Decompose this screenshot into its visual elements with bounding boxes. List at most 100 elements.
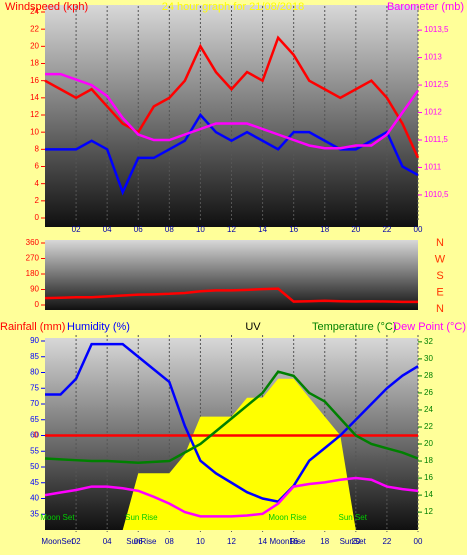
y-tick-label: 60	[30, 431, 39, 440]
compass-label: N	[436, 237, 444, 249]
y2-tick-label: 28	[424, 371, 433, 380]
x-tick-label: 08	[165, 225, 174, 234]
wind-label: Windspeed (kph)	[5, 1, 88, 13]
y-tick-label: 360	[26, 238, 40, 247]
x-tick-label: 14	[258, 537, 267, 546]
y-tick-label: 6	[35, 162, 40, 171]
compass-label: W	[435, 253, 446, 265]
y2-tick-label: 22	[424, 422, 433, 431]
series-line	[44, 35, 420, 159]
x-tick-label: 10	[196, 537, 205, 546]
y-tick-label: 85	[30, 352, 39, 361]
y2-tick-label: 12	[424, 507, 433, 516]
y2-tick-label: 16	[424, 473, 433, 482]
x-tick-label: 22	[382, 225, 391, 234]
event-tick-label: SunSet	[340, 537, 367, 546]
event-label: Sun Set	[338, 513, 367, 522]
y-tick-label: 180	[26, 269, 40, 278]
rain-tick-label: 0	[34, 431, 39, 440]
y2-tick-label: 1012,5	[424, 80, 449, 89]
x-tick-label: 16	[289, 537, 298, 546]
panel-direction	[45, 240, 418, 310]
series-line	[44, 370, 419, 464]
y-tick-label: 90	[30, 336, 39, 345]
x-tick-label: 00	[414, 225, 423, 234]
y-tick-label: 45	[30, 478, 39, 487]
barometer-label: Barometer (mb)	[387, 1, 464, 13]
y-tick-label: 90	[30, 285, 39, 294]
x-tick-label: 02	[72, 537, 81, 546]
y-tick-label: 50	[30, 462, 39, 471]
x-tick-label: 04	[103, 225, 112, 234]
y2-tick-label: 1011,5	[424, 135, 448, 144]
chart-title: 24 hour graph for 21/08/2018	[162, 1, 305, 13]
temperature-label: Temperature (°C)	[312, 321, 396, 333]
y-tick-label: 22	[30, 24, 39, 33]
y-tick-label: 18	[30, 59, 39, 68]
y2-tick-label: 18	[424, 456, 433, 465]
y-tick-label: 0	[35, 300, 40, 309]
series-line	[45, 72, 420, 150]
y-tick-label: 10	[30, 127, 39, 136]
y2-tick-label: 30	[424, 354, 433, 363]
y2-tick-label: 1013	[424, 53, 442, 62]
y-tick-label: 70	[30, 399, 39, 408]
y-tick-label: 8	[35, 144, 40, 153]
x-tick-label: 12	[227, 225, 236, 234]
y2-tick-label: 1012	[424, 108, 442, 117]
y-tick-label: 270	[26, 254, 40, 263]
compass-label: S	[436, 270, 443, 282]
event-tick-label: SunRise	[126, 537, 157, 546]
x-tick-label: 18	[320, 537, 329, 546]
series-line	[45, 342, 419, 504]
x-tick-label: 20	[351, 537, 360, 546]
y2-tick-label: 1013,5	[424, 25, 449, 34]
event-label: Moon Set	[40, 513, 75, 522]
x-tick-label: 00	[414, 537, 423, 546]
y-tick-label: 80	[30, 368, 39, 377]
x-tick-label: 12	[227, 537, 236, 546]
x-tick-label: 22	[382, 537, 391, 546]
y-tick-label: 24	[30, 7, 39, 16]
y2-tick-label: 24	[424, 405, 433, 414]
y-tick-label: 4	[35, 179, 40, 188]
y-tick-label: 20	[30, 41, 39, 50]
y-tick-label: 0	[35, 213, 40, 222]
y2-tick-label: 32	[424, 337, 433, 346]
y-tick-label: 14	[30, 93, 39, 102]
uv-area	[45, 378, 418, 530]
y-tick-label: 65	[30, 415, 39, 424]
event-tick-label: MoonRise	[269, 537, 306, 546]
x-tick-label: 06	[134, 537, 143, 546]
compass-label: E	[436, 286, 443, 298]
y-tick-label: 12	[30, 110, 39, 119]
series-line	[45, 112, 419, 196]
y-tick-label: 16	[30, 76, 39, 85]
x-tick-label: 16	[289, 225, 298, 234]
series-line	[44, 476, 419, 518]
dewpoint-label: Dew Point (°C)	[393, 321, 466, 333]
y2-tick-label: 26	[424, 388, 433, 397]
event-tick-label: MoonSet	[41, 537, 74, 546]
x-tick-label: 02	[72, 225, 81, 234]
y-tick-label: 35	[30, 509, 39, 518]
rain-label: Rainfall (mm)	[0, 321, 65, 333]
x-tick-label: 18	[320, 225, 329, 234]
y-tick-label: 55	[30, 446, 39, 455]
event-label: Sun Rise	[125, 513, 158, 522]
x-tick-label: 04	[103, 537, 112, 546]
x-tick-label: 08	[165, 537, 174, 546]
y-tick-label: 2	[35, 196, 40, 205]
x-tick-label: 14	[258, 225, 267, 234]
humidity-label: Humidity (%)	[67, 321, 130, 333]
y-tick-label: 75	[30, 383, 39, 392]
x-tick-label: 10	[196, 225, 205, 234]
x-tick-label: 20	[351, 225, 360, 234]
uv-label: UV	[245, 321, 261, 333]
series-line	[44, 287, 418, 304]
y2-tick-label: 1011	[424, 163, 442, 172]
event-label: Moon Rise	[268, 513, 307, 522]
y2-tick-label: 1010,5	[424, 190, 449, 199]
x-tick-label: 06	[134, 225, 143, 234]
